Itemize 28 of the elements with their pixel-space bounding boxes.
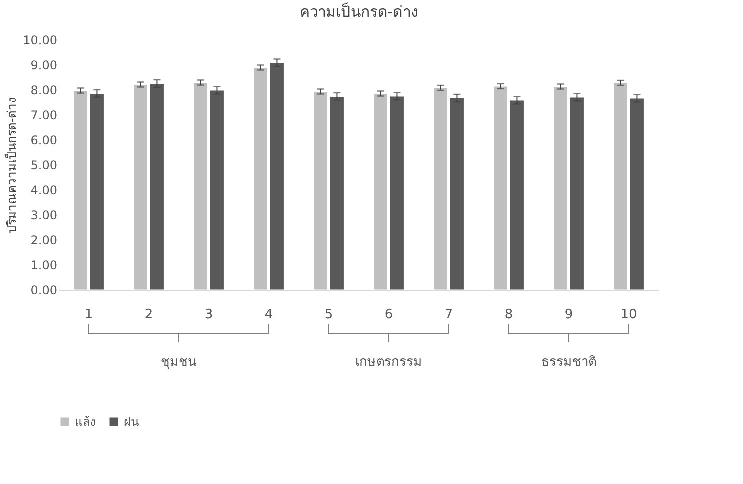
x-tick-label: 3 — [204, 308, 214, 322]
x-tick-label: 8 — [504, 308, 514, 322]
y-tick-label: 1.00 — [30, 258, 58, 272]
y-tick-label: 0.00 — [30, 284, 58, 298]
x-tick-label: 4 — [264, 308, 274, 322]
text: เกษตรกรรม — [356, 355, 422, 370]
y-tick-label: 9.00 — [30, 58, 58, 72]
y-tick-label: 5.00 — [30, 158, 58, 172]
x-tick-label: 7 — [444, 308, 454, 322]
y-tick-label: 2.00 — [30, 234, 58, 248]
text: ธรรมชาติ — [542, 355, 596, 370]
y-tick-label: 6.00 — [30, 134, 58, 148]
chart-title: ความเป็นกรด-ด่าง — [300, 2, 418, 21]
y-tick-label: 4.00 — [30, 184, 58, 198]
y-tick-label: 8.00 — [30, 84, 58, 98]
y-tick-label: 3.00 — [30, 208, 58, 222]
y-tick-label: 7.00 — [30, 108, 58, 122]
legend-label: ฝน — [124, 415, 139, 429]
x-tick-label: 10 — [620, 308, 638, 322]
legend-label: แล้ง — [75, 415, 96, 429]
y-tick-label: 10.00 — [23, 34, 58, 48]
x-tick-label: 1 — [84, 308, 94, 322]
x-tick-label: 6 — [384, 308, 394, 322]
text: ชุมชน — [161, 355, 197, 370]
y-axis-title: ปริมาณความเป็นกรด-ด่าง — [4, 97, 20, 234]
x-tick-label: 9 — [564, 308, 574, 322]
x-tick-label: 2 — [144, 308, 154, 322]
x-tick-label: 5 — [324, 308, 334, 322]
